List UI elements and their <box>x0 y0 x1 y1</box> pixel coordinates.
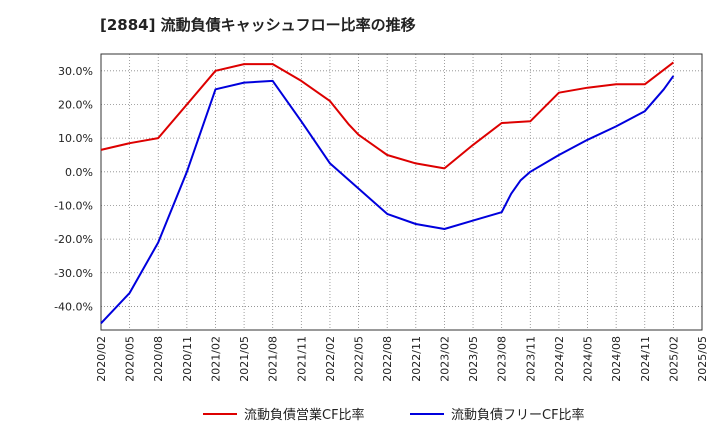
x-tick-label: 2024/08 <box>610 336 623 382</box>
series-line-2 <box>100 75 675 324</box>
x-tick-label: 2020/02 <box>95 336 108 382</box>
x-tick-label: 2021/11 <box>295 336 308 382</box>
y-tick-label: -30.0% <box>54 267 93 280</box>
y-tick-label: -40.0% <box>54 300 93 313</box>
y-tick-label: 0.0% <box>65 166 93 179</box>
y-tick-label: 10.0% <box>58 132 93 145</box>
x-tick-label: 2022/11 <box>410 336 423 382</box>
legend-label-1: 流動負債営業CF比率 <box>244 407 365 423</box>
x-tick-label: 2021/05 <box>238 336 251 382</box>
x-tick-label: 2024/11 <box>639 336 652 382</box>
x-tick-label: 2020/05 <box>124 336 137 382</box>
x-tick-label: 2025/05 <box>696 336 709 382</box>
x-tick-label: 2021/02 <box>209 336 222 382</box>
x-tick-label: 2021/08 <box>267 336 280 382</box>
y-tick-label: -20.0% <box>54 233 93 246</box>
x-tick-label: 2020/08 <box>152 336 165 382</box>
x-tick-label: 2023/11 <box>524 336 537 382</box>
legend-label-2: 流動負債フリーCF比率 <box>451 407 585 423</box>
x-tick-label: 2024/05 <box>582 336 595 382</box>
series-line-1 <box>100 61 675 170</box>
y-tick-label: 20.0% <box>58 98 93 111</box>
x-tick-label: 2020/11 <box>181 336 194 382</box>
x-tick-label: 2023/08 <box>496 336 509 382</box>
x-tick-label: 2022/08 <box>381 336 394 382</box>
y-tick-label: 30.0% <box>58 65 93 78</box>
plot-border <box>100 53 703 331</box>
x-tick-label: 2022/02 <box>324 336 337 382</box>
chart-title: [2884] 流動負債キャッシュフロー比率の推移 <box>100 16 416 34</box>
x-tick-label: 2023/02 <box>438 336 451 382</box>
x-tick-label: 2025/02 <box>667 336 680 382</box>
x-tick-label: 2024/02 <box>553 336 566 382</box>
y-tick-label: -10.0% <box>54 199 93 212</box>
x-tick-label: 2023/05 <box>467 336 480 382</box>
x-tick-label: 2022/05 <box>353 336 366 382</box>
